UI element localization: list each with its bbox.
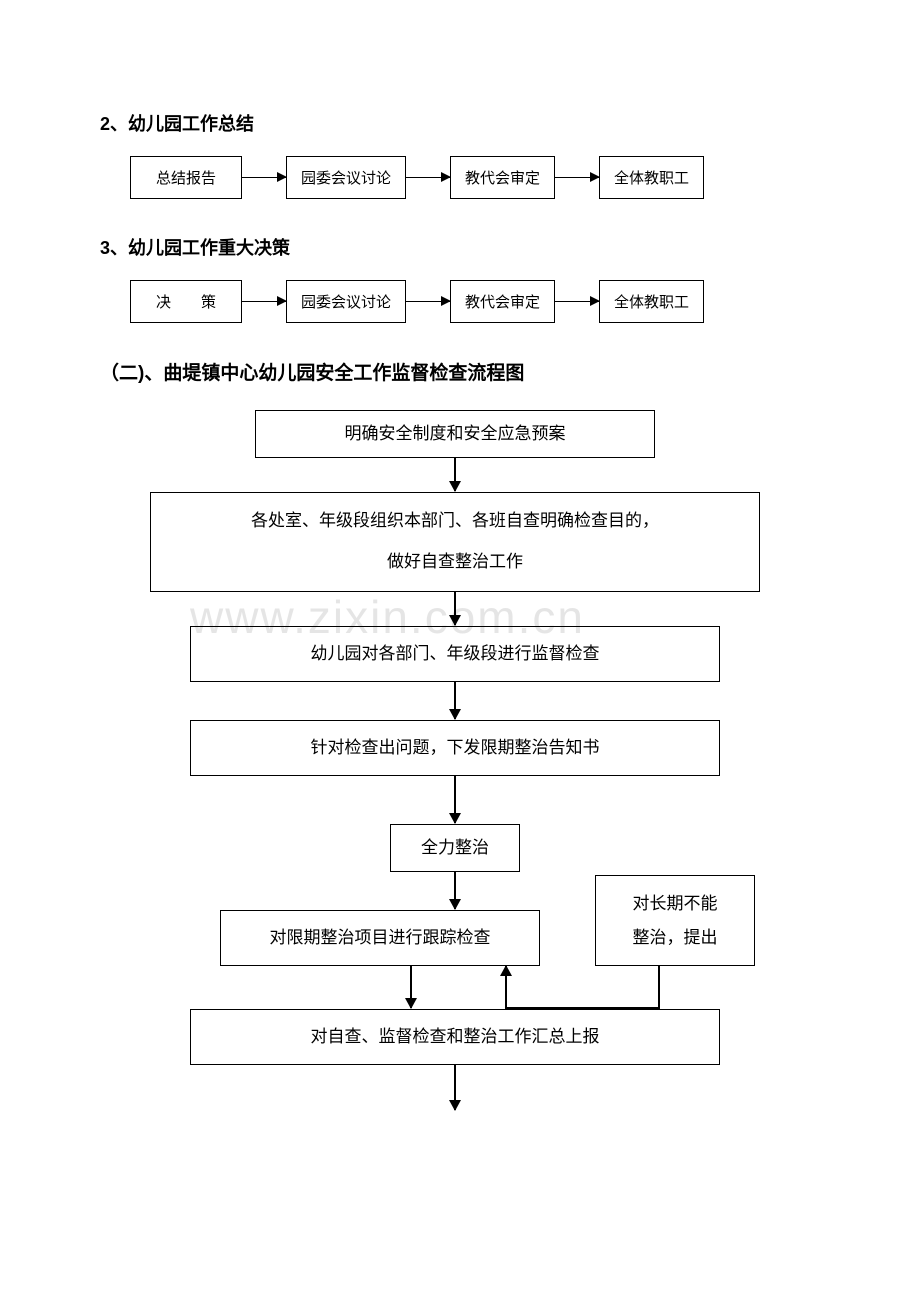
node-text: 对自查、监督检查和整治工作汇总上报 [201,1017,709,1058]
arrow-right [555,301,599,302]
node-text: 各处室、年级段组织本部门、各班自查明确检查目的，做好自查整治工作 [161,501,749,583]
flow1-box1: 总结报告 [130,156,242,199]
flow2-box4: 全体教职工 [599,280,704,323]
node-text: 明确安全制度和安全应急预案 [266,414,644,455]
arrow-down [410,966,412,1008]
arrow-down [454,776,456,823]
arrow-down [454,682,456,719]
arrow-right [242,301,286,302]
arrow-right [406,301,450,302]
heading-decision: 3、幼儿园工作重大决策 [100,234,820,260]
flow-summary: 总结报告 园委会议讨论 教代会审定 全体教职工 [130,156,820,199]
flow1-box2: 园委会议讨论 [286,156,406,199]
arrow-down [454,592,456,625]
node-self-check: 各处室、年级段组织本部门、各班自查明确检查目的，做好自查整治工作 [150,492,760,592]
node-text: 全力整治 [401,828,509,869]
arrow-down [454,458,456,491]
heading-safety-flow: （二)、曲堤镇中心幼儿园安全工作监督检查流程图 [100,358,820,385]
node-text: 对限期整治项目进行跟踪检查 [231,918,529,959]
node-notice: 针对检查出问题，下发限期整治告知书 [190,720,720,776]
connector-v [658,966,660,1009]
node-supervise: 幼儿园对各部门、年级段进行监督检查 [190,626,720,682]
flow1-box4: 全体教职工 [599,156,704,199]
node-longterm: 对长期不能整治，提出 [595,875,755,966]
arrow-down [454,872,456,909]
flow2-box2: 园委会议讨论 [286,280,406,323]
flow2-box1: 决 策 [130,280,242,323]
node-text: 幼儿园对各部门、年级段进行监督检查 [201,634,709,675]
flow2-box3: 教代会审定 [450,280,555,323]
flow1-box3: 教代会审定 [450,156,555,199]
heading-summary: 2、幼儿园工作总结 [100,110,820,136]
node-define-policy: 明确安全制度和安全应急预案 [255,410,655,458]
node-text: 针对检查出问题，下发限期整治告知书 [201,728,709,769]
node-track: 对限期整治项目进行跟踪检查 [220,910,540,966]
arrow-right [406,177,450,178]
node-report: 对自查、监督检查和整治工作汇总上报 [190,1009,720,1065]
node-rectify: 全力整治 [390,824,520,872]
node-text: 对长期不能整治，提出 [606,887,744,955]
arrow-down [454,1065,456,1110]
flow-decision: 决 策 园委会议讨论 教代会审定 全体教职工 [130,280,820,323]
arrow-right [555,177,599,178]
arrow-right [242,177,286,178]
arrow-up [505,966,507,1008]
